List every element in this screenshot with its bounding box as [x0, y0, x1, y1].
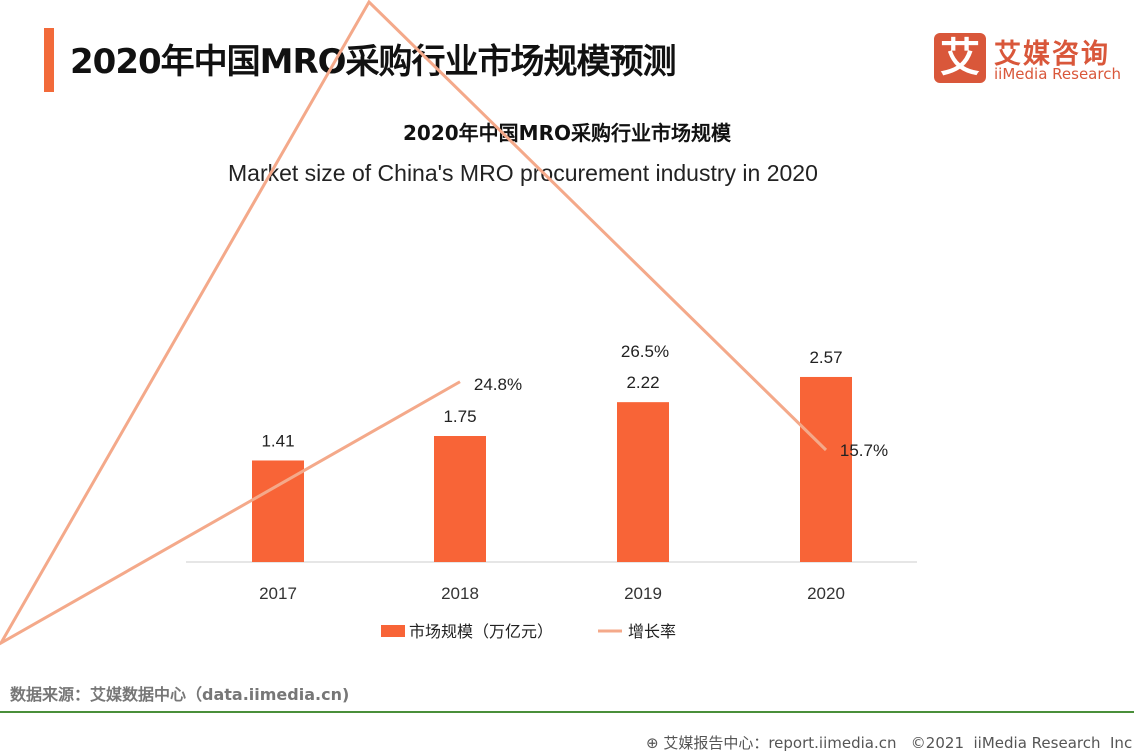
logo-text-en: iiMedia Research: [994, 65, 1121, 83]
chart: 1.41 2017 1.75 2018 2.22 2019 2.57 2020 24.8% 26.…: [0, 0, 917, 646]
x-tick-2018: 2018: [441, 584, 479, 603]
bar-label-2018: 1.75: [443, 407, 476, 426]
bar-label-2019: 2.22: [626, 373, 659, 392]
growth-line: [0, 0, 828, 646]
bar-2018: [434, 436, 486, 562]
title-accent-bar: [44, 28, 54, 92]
page-title: 2020年中国MRO采购行业市场规模预测: [70, 42, 677, 82]
footer-credit: ⊕ 艾媒报告中心：report.iimedia.cn ©2021 iiMedia…: [646, 714, 1132, 753]
chart-subtitle: Market size of China's MRO procurement i…: [228, 160, 818, 186]
line-label-2020: 15.7%: [840, 441, 888, 460]
x-tick-2017: 2017: [259, 584, 297, 603]
x-tick-2019: 2019: [624, 584, 662, 603]
legend-label-line: 增长率: [628, 622, 676, 641]
footer-divider: [0, 711, 1134, 713]
legend-swatch-bar: [381, 625, 405, 637]
line-label-2019: 26.5%: [621, 342, 669, 361]
chart-title: 2020年中国MRO采购行业市场规模: [403, 121, 731, 145]
legend-label-bar: 市场规模（万亿元）: [409, 622, 553, 641]
x-tick-2020: 2020: [807, 584, 845, 603]
line-label-2018: 24.8%: [474, 375, 522, 394]
bar-2020: [800, 376, 852, 562]
bar-2019: [617, 402, 669, 562]
data-source: 数据来源：艾媒数据中心（data.iimedia.cn): [10, 685, 350, 704]
bar-2017: [252, 460, 304, 562]
bar-label-2020: 2.57: [809, 348, 842, 367]
bar-label-2017: 1.41: [261, 431, 294, 450]
logo-text-cn: 艾媒咨询: [994, 39, 1110, 70]
logo-icon: 艾: [934, 33, 986, 83]
